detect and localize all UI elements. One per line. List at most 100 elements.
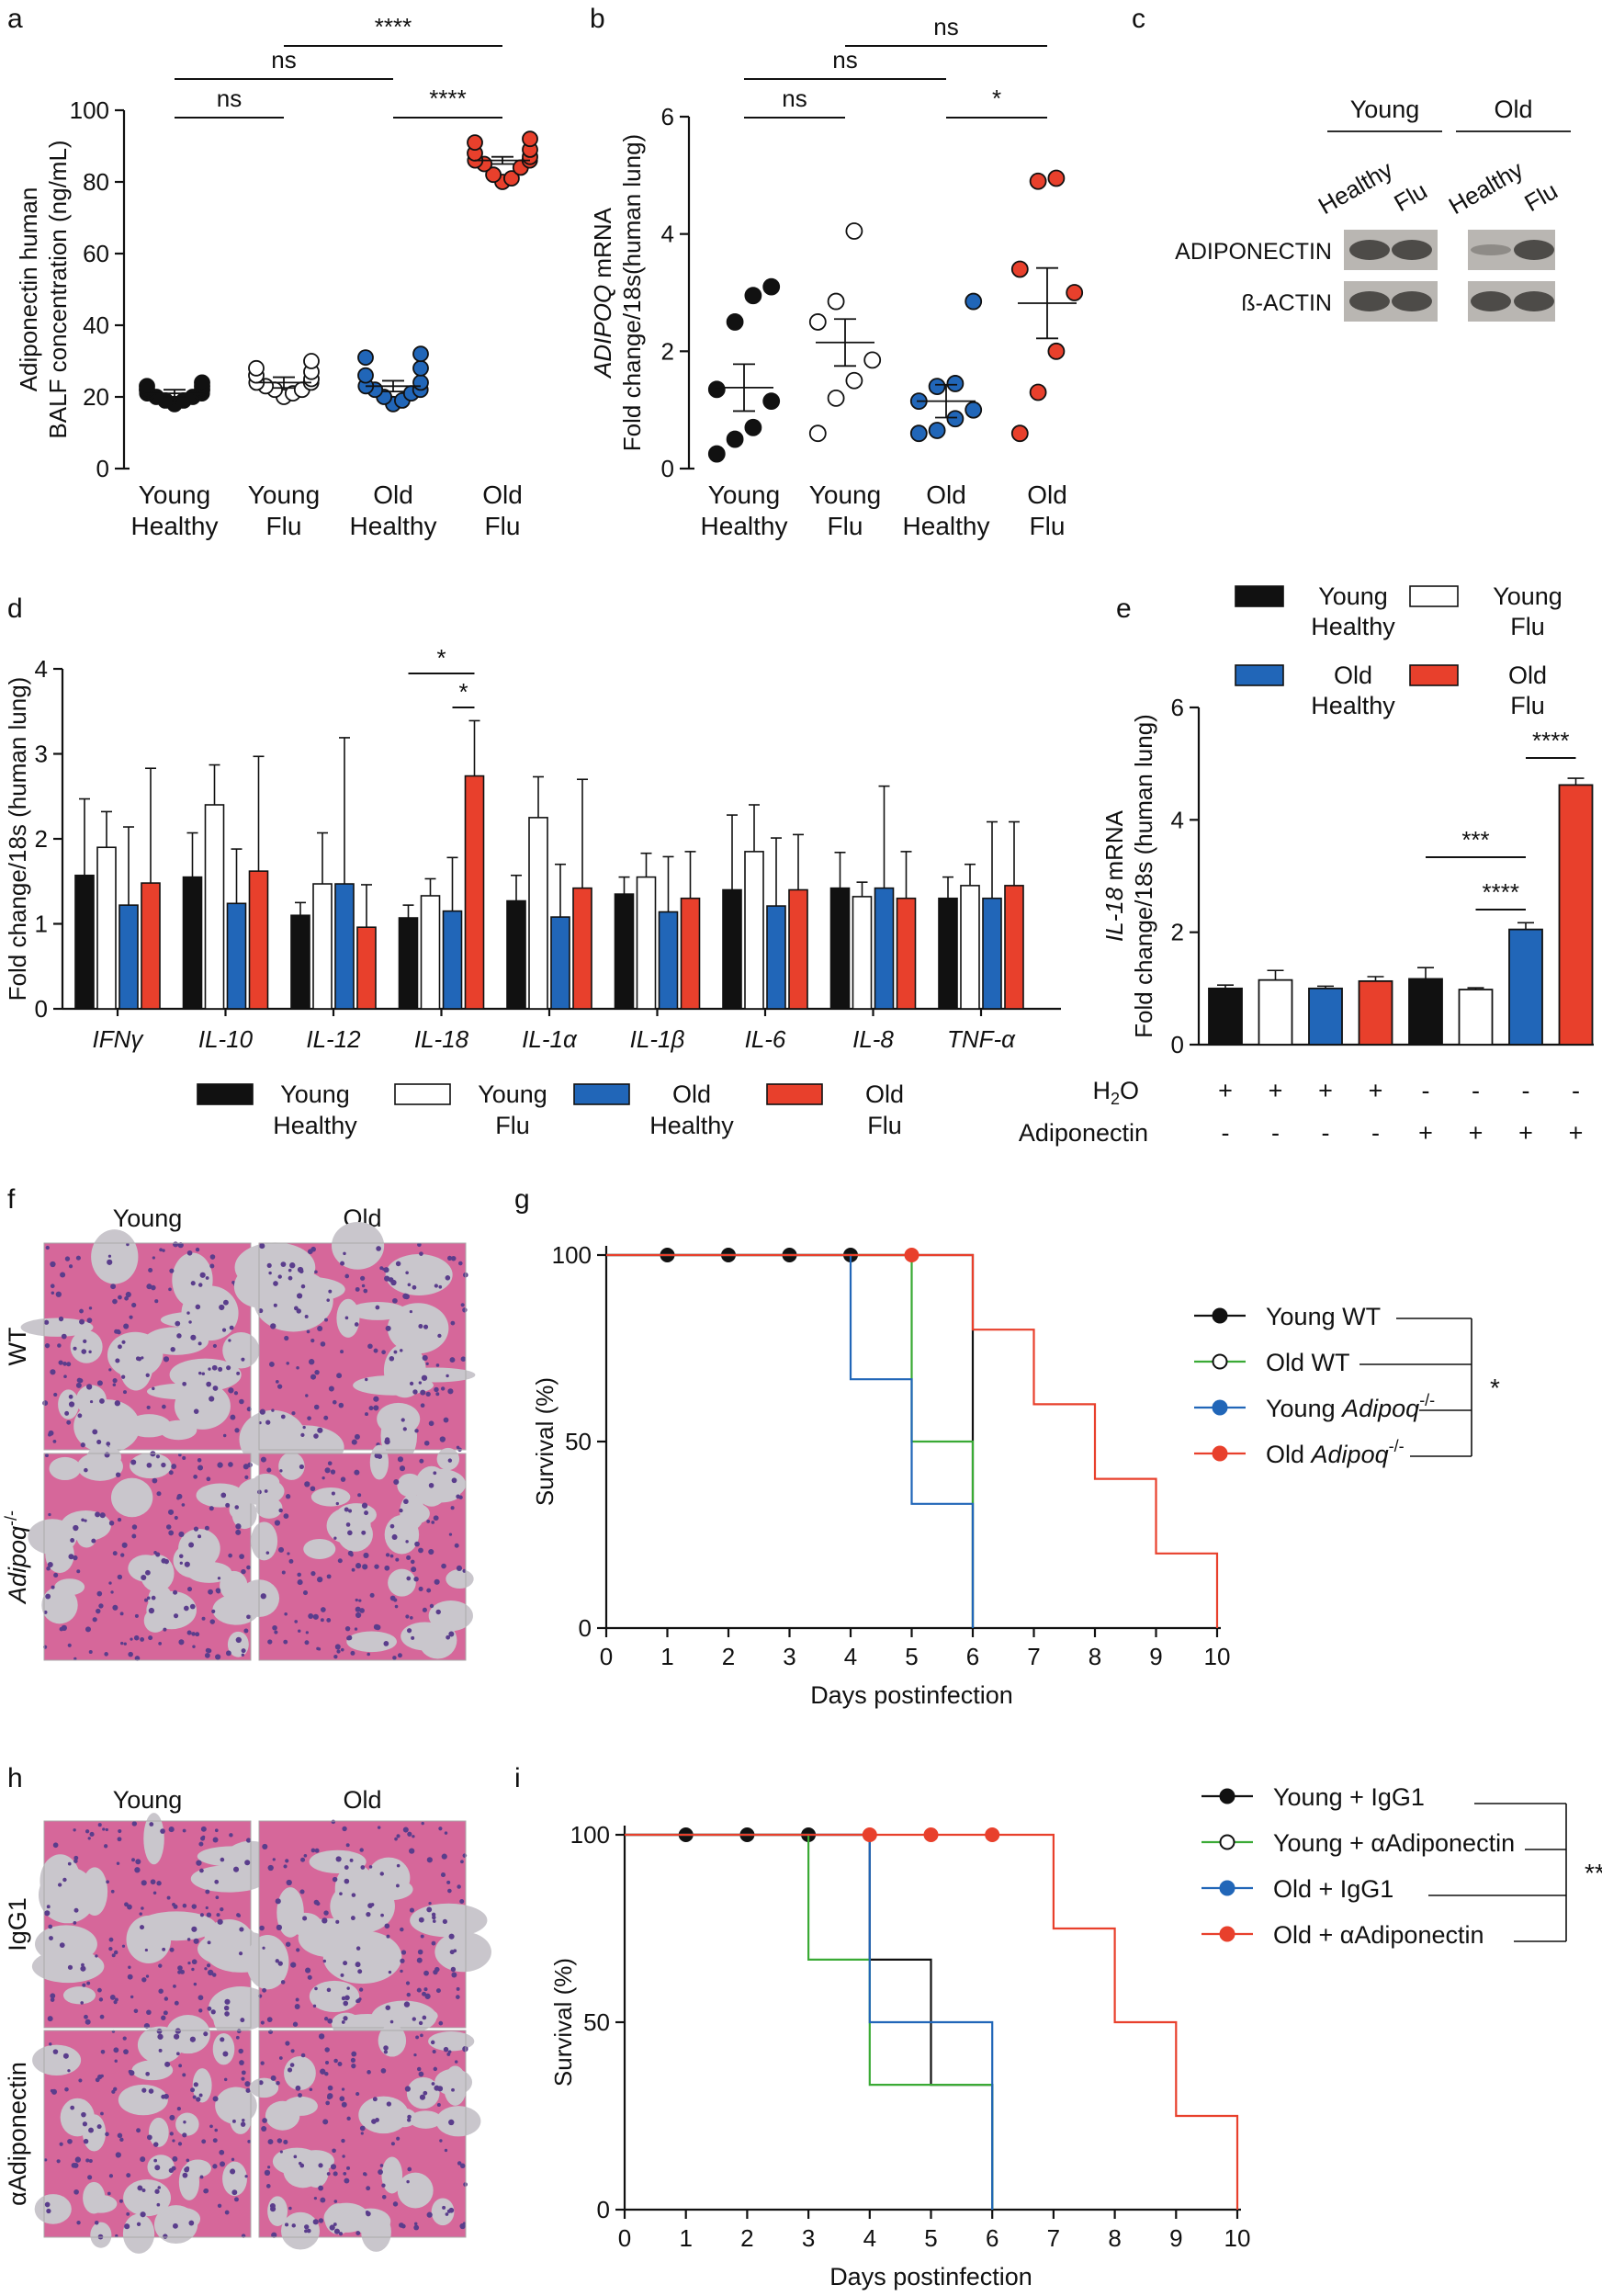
nucleus [207, 1969, 214, 1976]
significance-label: ns [217, 85, 242, 112]
x-tick-label: 9 [1149, 1643, 1162, 1670]
nucleus [340, 1973, 344, 1977]
x-category-label: Healthy [903, 512, 990, 540]
nucleus [209, 1263, 215, 1269]
treatment-label-main: Adiponectin [1019, 1119, 1148, 1147]
legend-label: Old [1334, 662, 1372, 689]
nucleus [424, 1993, 431, 1999]
nucleus [175, 2052, 180, 2056]
nucleus [433, 1515, 439, 1521]
nucleus [446, 1634, 451, 1640]
blot-lane-label: Healthy [1314, 155, 1397, 220]
nucleus [123, 1323, 130, 1329]
bar [1004, 885, 1024, 1010]
nucleus [197, 1465, 204, 1471]
nucleus [173, 1613, 179, 1619]
nucleus [235, 1523, 242, 1530]
nucleus [82, 1983, 86, 1987]
nucleus [344, 1273, 350, 1279]
nucleus [355, 2231, 361, 2236]
panel-letter-h: h [7, 1763, 23, 1793]
nucleus [218, 1366, 223, 1372]
nucleus [104, 1652, 108, 1657]
nucleus [341, 2101, 347, 2108]
nucleus [414, 1429, 419, 1433]
nucleus [267, 2139, 274, 2145]
bar [788, 888, 808, 1010]
nucleus [50, 1997, 55, 2002]
nucleus [115, 2234, 118, 2238]
survival-marker [862, 1827, 877, 1842]
nucleus [325, 2100, 330, 2106]
panel-i: 0 50 100 0 1 2 3 4 5 6 7 8 9 10 Days postinfection Surv… [549, 1783, 1602, 2290]
nucleus [44, 1343, 51, 1349]
nucleus [302, 1425, 306, 1430]
alveolar-space [190, 1865, 267, 1893]
nucleus [360, 1865, 366, 1870]
nucleus [175, 2028, 181, 2034]
alveolar-space [58, 1389, 79, 1419]
nucleus [193, 2082, 198, 2087]
alveolar-space [400, 1622, 450, 1651]
nucleus [215, 1895, 220, 1900]
bar [636, 876, 657, 1010]
nucleus [433, 1471, 437, 1476]
nucleus [225, 1502, 231, 1508]
nucleus [443, 2046, 449, 2053]
y-tick-label: 100 [552, 1241, 592, 1269]
nucleus [400, 1927, 404, 1932]
bar [182, 876, 203, 1010]
nucleus [161, 1462, 166, 1468]
nucleus [428, 1482, 434, 1488]
nucleus [57, 1883, 62, 1887]
nucleus [260, 2020, 265, 2025]
legend-label: Young Adipoq-/- [1266, 1391, 1435, 1422]
nucleus [402, 1293, 409, 1299]
nucleus [435, 1609, 441, 1615]
histology-row-label: αAdiponectin [4, 2062, 31, 2206]
nucleus [416, 2066, 422, 2072]
nucleus [333, 1536, 337, 1540]
x-category-label: IL-10 [198, 1025, 254, 1053]
alveolar-space [283, 2096, 318, 2116]
nucleus [128, 1965, 131, 1969]
nucleus [107, 2191, 111, 2196]
nucleus [450, 1506, 455, 1510]
nucleus [96, 1380, 103, 1386]
data-point [357, 349, 374, 367]
nucleus [456, 1565, 463, 1571]
y-axis-label: Survival (%) [549, 1958, 577, 2087]
nucleus [192, 2095, 197, 2099]
nucleus [212, 1343, 218, 1349]
nucleus [140, 1637, 145, 1642]
nucleus [162, 1947, 166, 1951]
nucleus [196, 1860, 202, 1866]
nucleus [446, 1880, 451, 1884]
x-tick-label: 4 [863, 2224, 876, 2252]
nucleus [318, 2163, 323, 2168]
nucleus [306, 1329, 310, 1334]
legend-label: Young [1318, 582, 1388, 610]
nucleus [308, 1613, 314, 1619]
group-old-healthy [357, 345, 429, 413]
bar [1308, 987, 1343, 1046]
nucleus [323, 1910, 329, 1916]
nucleus [92, 1429, 98, 1435]
data-point [808, 424, 827, 443]
nucleus [295, 1997, 299, 2002]
blot-row-label: ß-ACTIN [1241, 290, 1332, 316]
nucleus [302, 1589, 309, 1596]
nucleus [242, 2119, 245, 2122]
legend-label: Flu [1510, 613, 1545, 640]
nucleus [384, 1565, 390, 1571]
nucleus [156, 2202, 161, 2207]
nucleus [362, 1564, 368, 1570]
nucleus [201, 1616, 206, 1621]
nucleus [349, 1858, 354, 1862]
micrograph-frame [258, 2030, 467, 2238]
nucleus [140, 2211, 146, 2218]
nucleus [112, 1378, 118, 1384]
data-point [744, 287, 762, 305]
nucleus [368, 1406, 374, 1411]
nucleus [403, 1499, 409, 1505]
